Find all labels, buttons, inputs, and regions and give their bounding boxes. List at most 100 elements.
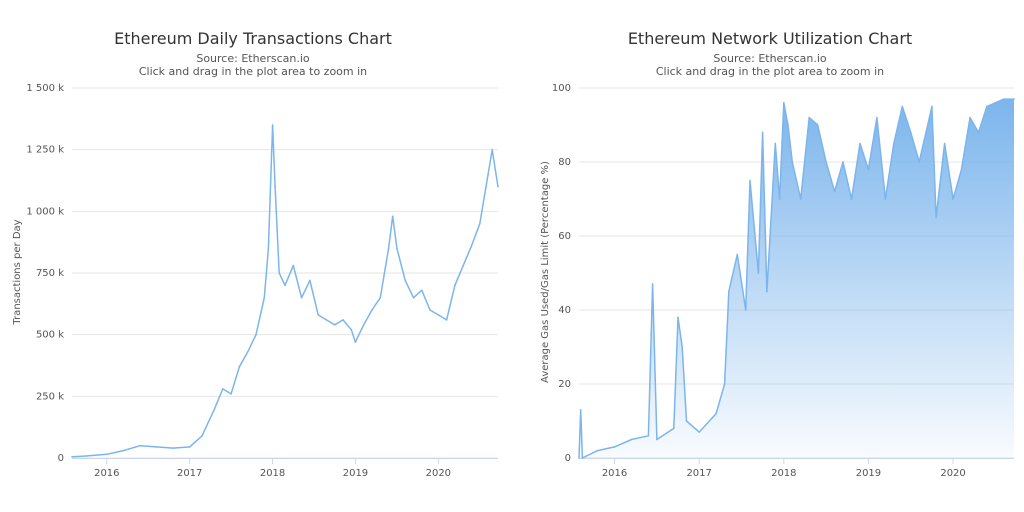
data-point [791,161,794,163]
data-point [122,449,125,452]
data-point [994,102,997,104]
data-point [816,124,819,126]
data-point [630,438,633,441]
data-point [292,264,295,267]
x-tick-label: 2019 [856,468,881,479]
x-tick-label: 2017 [177,468,202,479]
data-point [943,142,946,145]
x-tick-label: 2018 [260,468,285,479]
data-point [479,222,481,225]
data-point [850,198,853,200]
data-point [350,328,353,331]
data-point [85,455,87,457]
data-point [309,279,311,282]
data-point [201,435,203,437]
data-point [230,393,232,395]
data-point [677,316,679,319]
x-tick-label: 2017 [686,468,711,479]
data-point [960,168,963,171]
data-point [581,457,584,459]
plot-area[interactable] [71,124,499,458]
data-point [371,309,373,311]
data-point [246,351,249,353]
data-point [379,296,382,299]
data-point [766,290,768,293]
data-point [317,314,320,316]
series-line [71,124,499,458]
data-point [278,272,281,274]
plot-area[interactable] [578,98,1015,459]
x-tick-label: 2020 [940,468,965,479]
data-point [387,247,390,250]
chart-title: Ethereum Network Utilization Chart [628,29,912,48]
data-point [106,453,108,456]
y-axis-labels: 0 250 k 500 k 750 k 1 000 k 1 250 k 1 500 k [26,83,64,464]
data-point [596,449,599,452]
data-point [1013,98,1015,100]
data-point [445,319,448,321]
data-point [867,168,870,171]
data-point [723,383,726,385]
data-point [155,446,158,448]
data-point [876,116,878,119]
data-point [71,456,73,458]
data-point [952,198,954,200]
data-point [404,279,407,282]
data-point [761,131,764,134]
y-tick-label: 0 [565,453,571,464]
data-point [799,198,802,200]
data-point [859,142,861,145]
y-tick-label: 0 [58,453,64,464]
y-tick-label: 80 [558,157,571,168]
network-utilization-chart[interactable]: Ethereum Network Utilization Chart Sourc… [512,0,1024,512]
y-axis-title: Average Gas Used/Gas Limit (Percentage %… [540,161,551,383]
data-point [188,446,191,448]
data-point [778,198,781,200]
data-point [412,296,415,299]
data-point [681,346,683,348]
data-point [238,365,241,368]
y-gridlines [72,87,498,459]
x-tick-label: 2016 [94,468,119,479]
data-point [579,409,582,411]
y-tick-label: 100 [552,83,571,94]
data-point [651,283,654,285]
y-tick-label: 750 k [36,268,64,279]
y-axis-labels: 0 20 40 60 80 100 [552,83,571,464]
data-point [842,161,844,163]
x-tick-label: 2018 [771,468,796,479]
data-point [757,272,760,274]
chart-source: Source: Etherscan.io [196,52,310,65]
data-point [429,309,431,311]
data-point [613,446,616,448]
data-point [969,116,971,119]
y-tick-label: 1 500 k [26,83,64,94]
y-tick-label: 250 k [36,391,64,402]
data-point [325,319,328,321]
y-tick-label: 60 [558,231,571,242]
data-point [421,289,423,292]
chart-zoom-hint: Click and drag in the plot area to zoom … [139,65,367,78]
data-point [673,427,675,430]
x-tick-label: 2019 [343,468,368,479]
y-tick-label: 500 k [36,330,64,341]
y-axis-title: Transactions per Day [12,219,23,325]
data-point [255,333,257,336]
data-point [931,105,933,108]
y-tick-label: 20 [558,379,571,390]
y-tick-label: 1 250 k [26,145,64,156]
data-point [749,179,751,182]
data-point [656,438,658,441]
data-point [647,435,650,437]
data-point [825,161,827,163]
data-point [139,444,141,447]
data-point [833,190,836,193]
transactions-chart[interactable]: Ethereum Daily Transactions Chart Source… [0,0,512,512]
x-axis-labels: 2016 2017 2018 2019 2020 [94,458,451,479]
data-point [918,161,920,163]
data-point [333,324,336,326]
data-point [1003,98,1005,100]
data-point [462,264,465,267]
data-point [437,314,440,316]
